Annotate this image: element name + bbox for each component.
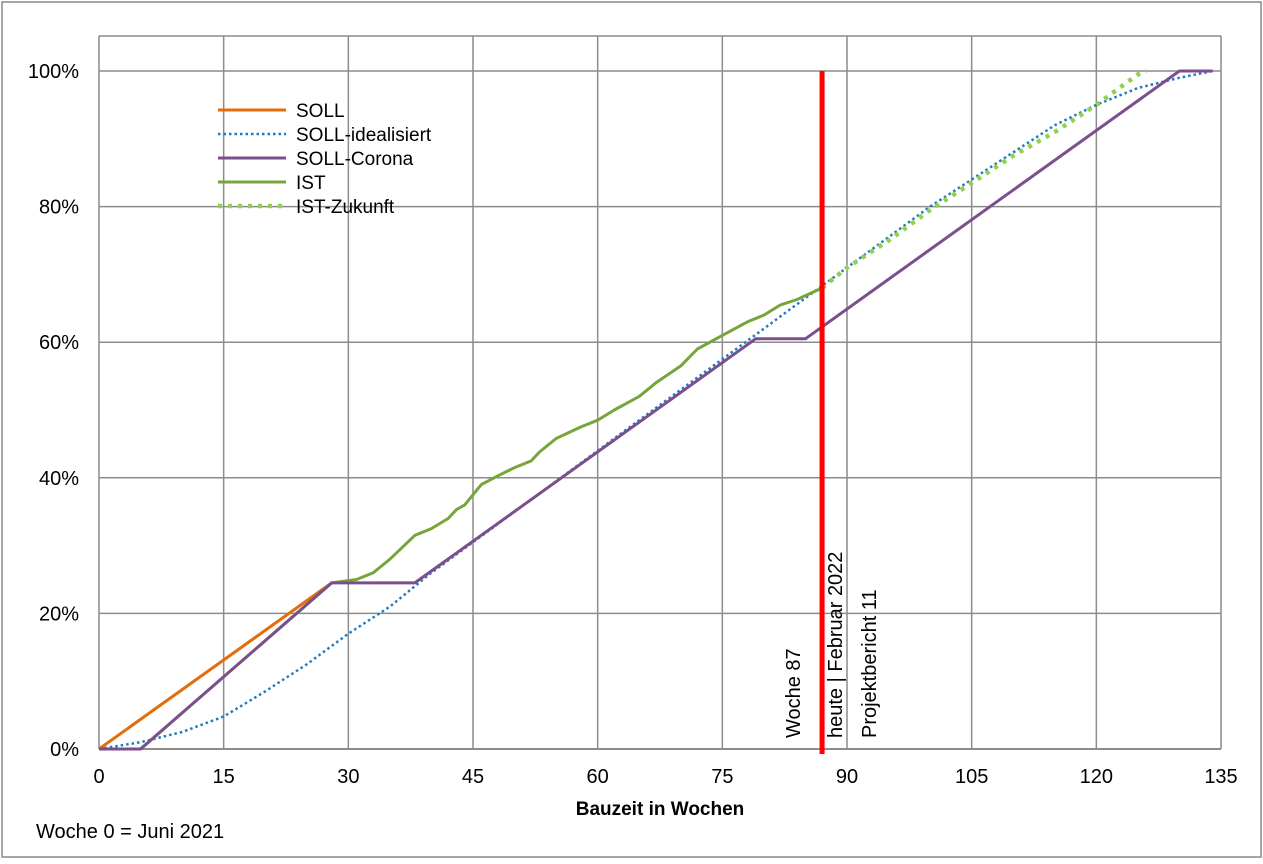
x-tick-label: 75 <box>711 766 733 788</box>
x-axis-label: Bauzeit in Wochen <box>576 799 745 820</box>
series-soll-idealisiert <box>98 69 1213 751</box>
grid <box>98 35 1222 750</box>
x-tick-label: 60 <box>587 766 609 788</box>
x-tick-label: 105 <box>955 766 988 788</box>
marker-label-line: Projektbericht 11 <box>859 589 881 738</box>
y-tick-label: 40% <box>39 468 79 490</box>
x-tick-label: 30 <box>337 766 359 788</box>
legend-label: SOLL-idealisiert <box>296 125 432 146</box>
x-tick-label: 45 <box>462 766 484 788</box>
footnote: Woche 0 = Juni 2021 <box>36 821 224 843</box>
series-soll-corona <box>99 69 1213 751</box>
x-tick-label: 15 <box>213 766 235 788</box>
series-layer <box>98 68 1213 751</box>
legend-label: SOLL-Corona <box>296 149 414 170</box>
legend-label: IST <box>296 173 326 194</box>
legend: SOLL SOLL-idealisiert SOLL-Corona IST IST-Zu… <box>218 101 432 218</box>
y-tick-label: 0% <box>50 739 79 761</box>
legend-label: SOLL <box>296 101 345 122</box>
x-axis-ticks: 0 15 30 45 60 75 90 105 120 135 <box>93 766 1237 788</box>
x-tick-label: 0 <box>93 766 104 788</box>
marker-label-line: heute | Februar 2022 <box>825 552 847 738</box>
legend-label: IST-Zukunft <box>296 197 395 218</box>
y-tick-label: 20% <box>39 603 79 625</box>
marker-label-line: Woche 87 <box>783 648 805 738</box>
y-axis-ticks: 0% 20% 40% 60% 80% 100% <box>28 61 79 761</box>
x-tick-label: 135 <box>1204 766 1237 788</box>
y-tick-label: 60% <box>39 332 79 354</box>
y-tick-label: 80% <box>39 197 79 219</box>
x-tick-label: 90 <box>836 766 858 788</box>
y-tick-label: 100% <box>28 61 79 83</box>
marker-layer: Woche 87 heute | Februar 2022 Projektberic… <box>783 71 881 754</box>
series-ist <box>99 286 823 751</box>
series-soll <box>98 581 333 751</box>
x-tick-label: 120 <box>1080 766 1113 788</box>
